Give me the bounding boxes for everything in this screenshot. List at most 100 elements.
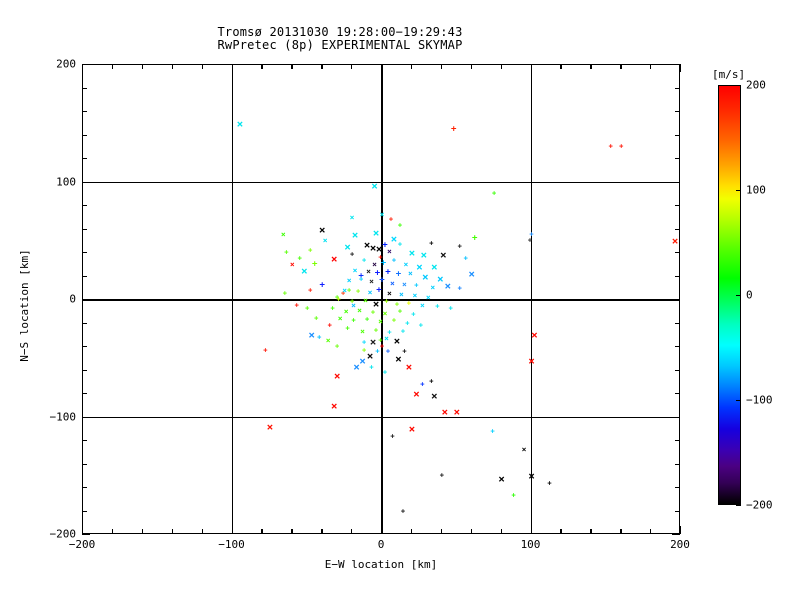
scatter-point: + (284, 248, 289, 257)
gridline-horizontal (83, 181, 679, 184)
y-tick (82, 64, 90, 66)
colorbar-tick-label: 200 (746, 78, 766, 92)
scatter-point: × (308, 328, 316, 342)
x-tick (680, 64, 682, 72)
scatter-point: + (373, 326, 379, 335)
scatter-point: × (413, 387, 420, 401)
y-tick (82, 346, 87, 348)
x-tick (201, 64, 203, 69)
scatter-point: × (528, 354, 535, 368)
colorbar-tick-label: 0 (746, 288, 753, 302)
scatter-point: + (358, 271, 364, 281)
scatter-point: × (436, 272, 444, 286)
scatter-point: + (457, 242, 462, 251)
scatter-point: + (385, 267, 391, 278)
scatter-point: + (375, 347, 380, 356)
scatter-point: × (387, 246, 392, 256)
y-tick (675, 228, 680, 230)
y-tick (675, 369, 680, 371)
scatter-point: × (405, 360, 413, 374)
y-tick (82, 463, 87, 465)
scatter-point: + (305, 304, 310, 313)
x-tick (470, 64, 473, 69)
y-tick (675, 252, 680, 254)
x-tick (351, 529, 353, 534)
scatter-point: + (394, 300, 400, 309)
x-tick (291, 529, 293, 534)
colorbar-tick-mark (736, 400, 741, 402)
scatter-point: + (263, 346, 268, 355)
scatter-point: + (388, 215, 394, 224)
y-tick (82, 322, 87, 324)
scatter-point: + (382, 368, 388, 377)
scatter-point: × (346, 276, 352, 286)
scatter-point: + (335, 342, 340, 351)
scatter-point: × (359, 354, 366, 368)
scatter-point: + (361, 256, 367, 265)
scatter-point: + (308, 286, 313, 295)
scatter-point: + (448, 304, 453, 313)
x-axis-title: E−W location [km] (324, 558, 438, 571)
scatter-point: × (367, 287, 373, 297)
scatter-point: × (369, 241, 377, 255)
colorbar-tick-label: −100 (746, 393, 773, 407)
y-tick (82, 181, 90, 183)
x-tick (590, 64, 592, 69)
scatter-point: × (422, 270, 429, 283)
colorbar-tick-label: −200 (746, 498, 773, 512)
scatter-point: + (335, 293, 340, 302)
scatter-point: × (395, 352, 402, 366)
scatter-point: + (361, 346, 367, 355)
scatter-point: + (492, 189, 497, 198)
scatter-point: + (358, 275, 364, 284)
scatter-point: × (363, 296, 368, 306)
scatter-point: + (347, 286, 352, 295)
y-tick (82, 534, 90, 536)
x-tick (291, 64, 293, 69)
x-tick (500, 64, 502, 69)
colorbar-tick-mark (736, 190, 741, 192)
scatter-point: + (511, 491, 516, 500)
x-tick (111, 64, 114, 69)
scatter-point: + (294, 301, 299, 310)
figure-title: Tromsø 20131030 19:28:00−19:29:43 RwPret… (0, 26, 680, 52)
scatter-point: × (363, 238, 371, 252)
scatter-point: × (372, 297, 380, 311)
scatter-point: × (521, 445, 527, 455)
scatter-point: + (429, 239, 434, 248)
scatter-point: + (527, 236, 533, 245)
scatter-point: + (402, 347, 407, 356)
scatter-point: × (390, 232, 398, 246)
x-tick (201, 529, 203, 534)
y-tick (675, 510, 680, 512)
scatter-point: × (322, 236, 328, 246)
colorbar-unit-label: [m/s] (712, 68, 746, 81)
scatter-point: + (330, 304, 335, 313)
y-tick (82, 87, 87, 89)
scatter-point: × (431, 260, 438, 274)
scatter-point: + (400, 327, 406, 336)
y-tick-label: 200 (56, 57, 76, 71)
scatter-point: + (391, 256, 397, 265)
scatter-point: + (345, 324, 350, 333)
scatter-point: + (378, 336, 383, 345)
scatter-point: × (378, 317, 383, 327)
x-tick-label: 100 (520, 538, 541, 551)
scatter-point: × (372, 259, 377, 269)
colorbar-tick-label: 100 (746, 183, 766, 197)
y-tick (672, 299, 680, 301)
x-tick (440, 64, 443, 69)
scatter-point: × (390, 278, 395, 288)
scatter-point: + (380, 258, 387, 269)
scatter-point: × (330, 399, 338, 413)
scatter-point: × (343, 306, 349, 316)
y-tick (675, 487, 680, 489)
scatter-point: + (370, 308, 376, 317)
x-tick (261, 529, 263, 534)
y-tick (82, 440, 87, 442)
scatter-point: × (387, 289, 392, 299)
scatter-point: + (390, 432, 395, 441)
x-tick (440, 529, 443, 534)
x-tick (620, 64, 622, 69)
y-tick (675, 111, 680, 113)
